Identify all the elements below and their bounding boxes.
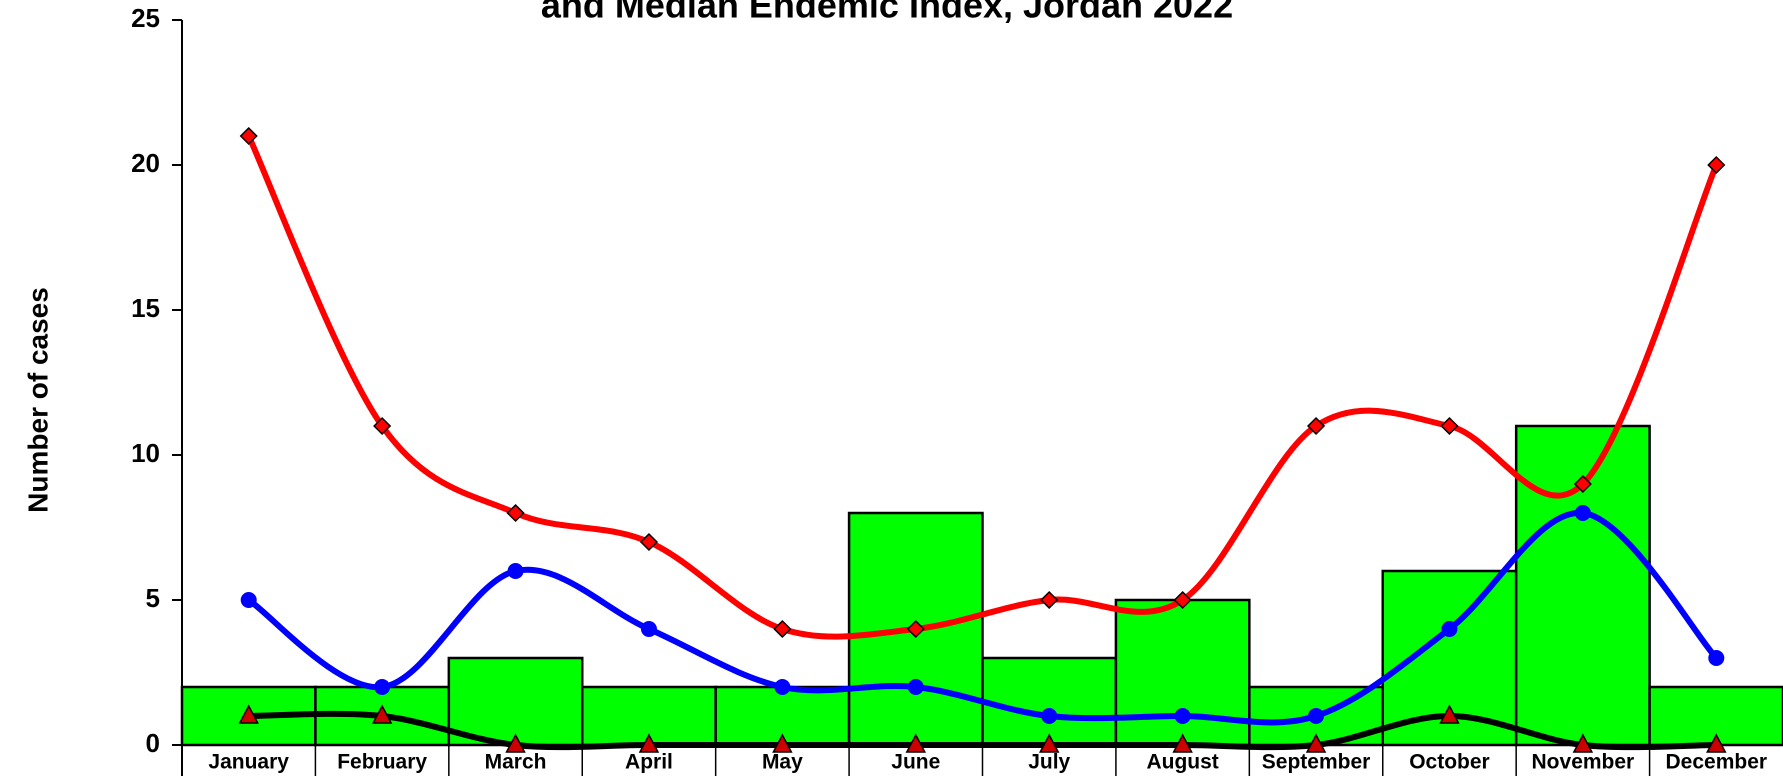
marker [374,679,391,695]
marker [905,733,927,753]
x-tick-label: October [1409,751,1490,774]
y-tick-label: 15 [131,293,160,323]
marker [371,704,393,724]
marker [238,704,259,724]
marker [1173,590,1192,610]
marker [1038,733,1060,753]
marker [1708,650,1725,666]
x-tick-label: August [1146,751,1218,774]
marker [1306,416,1326,436]
x-tick-label: April [625,751,673,774]
marker [1573,474,1592,494]
marker [1308,708,1325,724]
x-tick-label: January [208,751,289,774]
marker [772,733,793,753]
marker [505,733,526,753]
marker [1441,621,1458,637]
y-tick-label: 0 [146,728,160,758]
marker [1040,590,1059,610]
marker [1574,505,1591,521]
x-tick-label: February [337,751,427,774]
x-tick-label: November [1532,751,1635,774]
marker [907,679,924,695]
x-tick-label: March [485,751,547,774]
chart-title: and Median Endemic Index, Jordan 2022 [541,0,1233,26]
x-tick-label: May [762,751,803,774]
marker [1439,704,1460,724]
marker [1174,708,1191,724]
x-tick-label: December [1666,751,1768,774]
y-tick-label: 5 [146,583,160,613]
bar [447,656,584,747]
bar [1514,424,1651,747]
marker [1707,155,1726,175]
marker [1440,416,1459,436]
x-tick-label: July [1028,751,1070,774]
marker [639,532,659,552]
bar [981,656,1118,747]
y-tick-label: 25 [131,3,160,33]
marker [373,416,392,436]
marker [906,619,925,639]
marker [774,679,791,695]
marker [1572,733,1594,753]
x-tick-label: June [891,751,940,774]
marker [240,592,257,608]
line [246,509,1719,726]
y-axis-label: Number of cases [22,287,53,513]
marker [1041,708,1058,724]
y-tick-label: 20 [131,148,160,178]
marker [638,733,660,753]
marker [1706,733,1727,753]
marker [1305,733,1327,753]
marker [507,563,524,579]
marker [773,619,792,639]
marker [239,126,258,146]
marker [506,503,525,523]
y-tick-label: 10 [131,438,160,468]
marker [1172,733,1193,753]
x-tick-label: September [1262,751,1371,774]
marker [640,621,657,637]
line [248,710,1717,751]
line [245,134,1720,640]
